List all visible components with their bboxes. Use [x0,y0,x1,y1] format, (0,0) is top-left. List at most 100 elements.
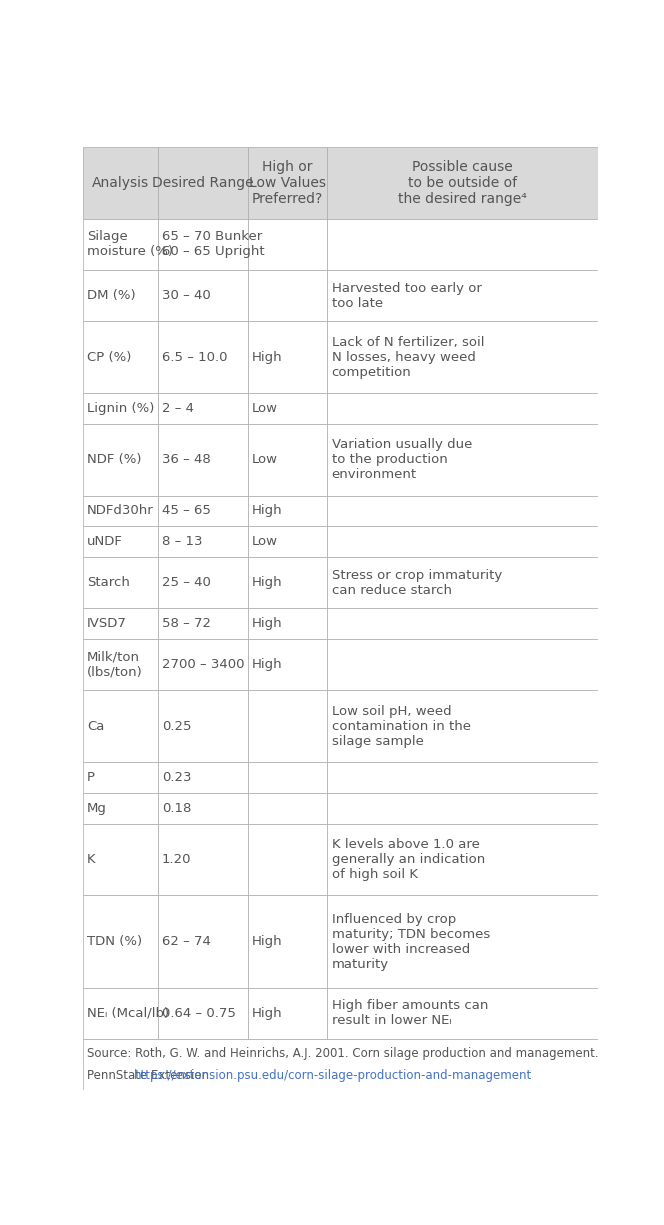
FancyBboxPatch shape [83,219,157,270]
FancyBboxPatch shape [327,639,598,691]
FancyBboxPatch shape [83,691,157,762]
Text: 6.5 – 10.0: 6.5 – 10.0 [162,350,227,364]
Text: K: K [87,853,96,866]
FancyBboxPatch shape [157,609,248,639]
FancyBboxPatch shape [327,270,598,321]
Text: High: High [252,576,282,589]
Text: 2 – 4: 2 – 4 [162,402,194,415]
FancyBboxPatch shape [157,557,248,609]
FancyBboxPatch shape [248,762,327,793]
FancyBboxPatch shape [157,895,248,987]
FancyBboxPatch shape [83,147,157,219]
FancyBboxPatch shape [327,762,598,793]
FancyBboxPatch shape [248,321,327,393]
FancyBboxPatch shape [327,219,598,270]
Text: 36 – 48: 36 – 48 [162,453,210,467]
FancyBboxPatch shape [248,270,327,321]
FancyBboxPatch shape [327,793,598,823]
FancyBboxPatch shape [248,496,327,527]
FancyBboxPatch shape [248,987,327,1039]
Text: uNDF: uNDF [87,535,123,549]
FancyBboxPatch shape [157,393,248,424]
Text: K levels above 1.0 are
generally an indication
of high soil K: K levels above 1.0 are generally an indi… [331,838,485,881]
Text: Ca: Ca [87,720,104,733]
FancyBboxPatch shape [248,823,327,895]
Text: 0.25: 0.25 [162,720,191,733]
FancyBboxPatch shape [327,393,598,424]
Text: Starch: Starch [87,576,130,589]
Text: 25 – 40: 25 – 40 [162,576,210,589]
Text: Low soil pH, weed
contamination in the
silage sample: Low soil pH, weed contamination in the s… [331,704,471,747]
FancyBboxPatch shape [157,639,248,691]
FancyBboxPatch shape [83,895,157,987]
Text: High: High [252,617,282,630]
FancyBboxPatch shape [248,691,327,762]
Text: 0.23: 0.23 [162,771,191,784]
FancyBboxPatch shape [248,147,327,219]
Text: High: High [252,935,282,948]
Text: High fiber amounts can
result in lower NEₗ: High fiber amounts can result in lower N… [331,1000,488,1028]
Text: P: P [87,771,95,784]
FancyBboxPatch shape [327,321,598,393]
FancyBboxPatch shape [157,762,248,793]
Text: High: High [252,1007,282,1020]
FancyBboxPatch shape [83,270,157,321]
Text: CP (%): CP (%) [87,350,131,364]
FancyBboxPatch shape [327,496,598,527]
Text: Milk/ton
(lbs/ton): Milk/ton (lbs/ton) [87,650,143,679]
Text: Low: Low [252,402,278,415]
FancyBboxPatch shape [157,823,248,895]
FancyBboxPatch shape [83,609,157,639]
Text: High: High [252,505,282,517]
FancyBboxPatch shape [157,691,248,762]
Text: 58 – 72: 58 – 72 [162,617,210,630]
Text: Desired Range: Desired Range [152,176,254,190]
Text: Possible cause
to be outside of
the desired range⁴: Possible cause to be outside of the desi… [398,159,527,206]
Text: NDF (%): NDF (%) [87,453,141,467]
FancyBboxPatch shape [157,270,248,321]
FancyBboxPatch shape [248,895,327,987]
Text: High or
Low Values
Preferred?: High or Low Values Preferred? [249,159,326,206]
FancyBboxPatch shape [157,219,248,270]
Text: IVSD7: IVSD7 [87,617,127,630]
FancyBboxPatch shape [327,691,598,762]
Text: 8 – 13: 8 – 13 [162,535,203,549]
FancyBboxPatch shape [248,557,327,609]
FancyBboxPatch shape [157,147,248,219]
FancyBboxPatch shape [327,147,598,219]
Text: PennState Extension.: PennState Extension. [87,1069,216,1083]
FancyBboxPatch shape [327,424,598,496]
FancyBboxPatch shape [327,609,598,639]
FancyBboxPatch shape [83,987,157,1039]
Text: 30 – 40: 30 – 40 [162,289,210,303]
FancyBboxPatch shape [157,424,248,496]
Text: Lignin (%): Lignin (%) [87,402,155,415]
FancyBboxPatch shape [327,557,598,609]
Text: Stress or crop immaturity
can reduce starch: Stress or crop immaturity can reduce sta… [331,568,502,597]
Text: DM (%): DM (%) [87,289,135,303]
Text: High: High [252,658,282,671]
FancyBboxPatch shape [83,793,157,823]
FancyBboxPatch shape [83,321,157,393]
FancyBboxPatch shape [83,557,157,609]
Text: Source: Roth, G. W. and Heinrichs, A.J. 2001. Corn silage production and managem: Source: Roth, G. W. and Heinrichs, A.J. … [87,1047,599,1060]
FancyBboxPatch shape [248,219,327,270]
Text: 62 – 74: 62 – 74 [162,935,210,948]
Text: Low: Low [252,535,278,549]
FancyBboxPatch shape [248,793,327,823]
Text: Silage
moisture (%): Silage moisture (%) [87,230,173,258]
Text: TDN (%): TDN (%) [87,935,142,948]
Text: 2700 – 3400: 2700 – 3400 [162,658,244,671]
FancyBboxPatch shape [83,823,157,895]
Text: 45 – 65: 45 – 65 [162,505,210,517]
Text: High: High [252,350,282,364]
Text: NDFd30hr: NDFd30hr [87,505,154,517]
Text: Lack of N fertilizer, soil
N losses, heavy weed
competition: Lack of N fertilizer, soil N losses, hea… [331,336,484,379]
FancyBboxPatch shape [327,895,598,987]
Text: Harvested too early or
too late: Harvested too early or too late [331,282,481,310]
FancyBboxPatch shape [248,527,327,557]
Text: Mg: Mg [87,802,107,815]
FancyBboxPatch shape [83,393,157,424]
Text: NEₗ (Mcal/lb): NEₗ (Mcal/lb) [87,1007,169,1020]
FancyBboxPatch shape [248,609,327,639]
